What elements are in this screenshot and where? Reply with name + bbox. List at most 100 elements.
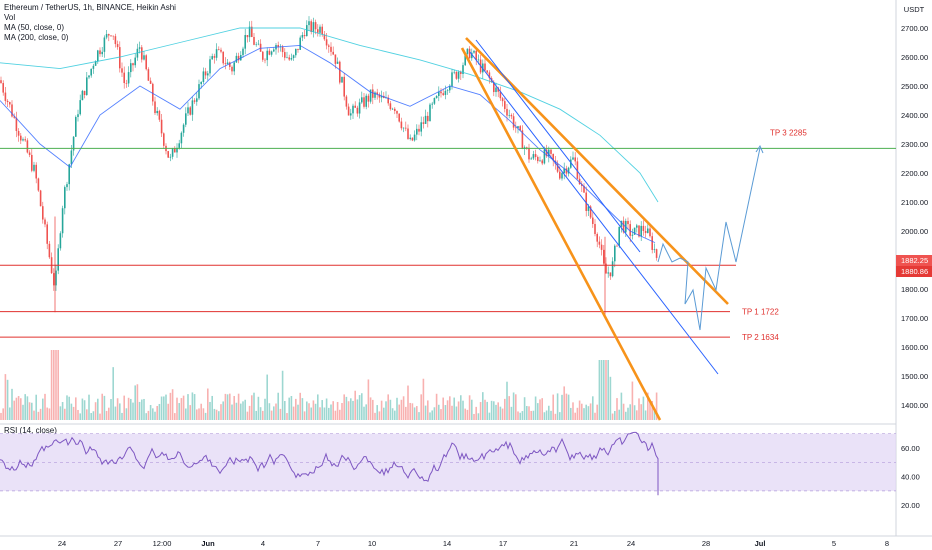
volume-bar: [596, 404, 598, 420]
candle-body: [504, 101, 506, 109]
candle-body: [376, 92, 378, 95]
candle-body: [207, 73, 209, 76]
candle-body: [55, 270, 57, 286]
candle-body: [501, 98, 504, 102]
candle-body: [268, 50, 271, 55]
candle-body: [387, 97, 389, 104]
volume-bar: [59, 406, 62, 420]
volume-bar: [20, 398, 22, 420]
volume-bar: [312, 400, 315, 420]
candle-body: [229, 62, 231, 67]
volume-bar: [209, 401, 211, 420]
volume-bar: [493, 401, 495, 420]
volume-bar: [545, 410, 548, 420]
candle-body: [303, 35, 306, 37]
volume-bar: [79, 413, 81, 420]
candle-body: [266, 50, 268, 61]
volume-bar: [196, 409, 198, 420]
volume-bar: [101, 393, 103, 420]
volume-bar: [409, 402, 411, 420]
volume-bar: [376, 405, 378, 420]
volume-bar: [26, 396, 29, 420]
candle-body: [204, 71, 207, 76]
volume-legend[interactable]: Vol: [4, 13, 16, 22]
volume-bar: [116, 398, 119, 420]
candle-body: [339, 61, 341, 83]
volume-bar: [207, 388, 209, 420]
ma50-legend[interactable]: MA (50, close, 0): [4, 23, 65, 32]
candle-body: [391, 108, 394, 110]
candle-body: [402, 127, 405, 129]
candle-body: [477, 59, 480, 61]
candle-body: [413, 134, 416, 141]
volume-bar: [218, 411, 220, 420]
candle-body: [26, 140, 29, 153]
price-tick: 1600.00: [901, 343, 928, 352]
volume-bar: [504, 398, 506, 420]
candle-body: [620, 220, 623, 227]
candle-body: [512, 116, 515, 128]
candle-body: [202, 71, 205, 82]
volume-bar: [61, 402, 64, 420]
volume-bar: [4, 374, 7, 420]
candle-body: [578, 178, 581, 185]
candle-body: [262, 51, 264, 60]
currency-label: USDT: [904, 5, 925, 14]
candle-body: [607, 272, 609, 274]
candle-body: [466, 48, 469, 54]
volume-bar: [488, 412, 491, 420]
candle-body: [552, 153, 554, 161]
candle-body: [138, 47, 141, 49]
volume-bar: [134, 385, 136, 420]
volume-bar: [35, 394, 37, 420]
candle-body: [563, 168, 565, 174]
volume-bar: [398, 404, 400, 420]
symbol-title[interactable]: Ethereum / TetherUS, 1h, BINANCE, Heikin…: [4, 3, 176, 12]
volume-bar: [369, 397, 372, 420]
volume-bar: [92, 411, 95, 420]
volume-bar: [145, 413, 147, 420]
volume-bar: [68, 396, 70, 420]
candle-body: [343, 76, 345, 97]
candle-body: [237, 55, 240, 61]
candle-body: [600, 244, 603, 250]
volume-bar: [350, 398, 352, 420]
candle-body: [127, 72, 130, 84]
volume-bar: [383, 407, 385, 420]
candle-body: [453, 71, 455, 73]
candle-body: [198, 84, 200, 99]
rsi-legend[interactable]: RSI (14, close): [4, 426, 57, 435]
candle-body: [53, 273, 55, 286]
candle-body: [86, 77, 88, 95]
volume-bar: [578, 400, 581, 420]
time-tick: 27: [114, 539, 122, 548]
volume-bar: [521, 411, 524, 420]
candle-body: [218, 49, 220, 50]
ma200-legend[interactable]: MA (200, close, 0): [4, 33, 69, 42]
candle-body: [435, 95, 438, 99]
volume-bar: [651, 401, 653, 420]
candle-body: [361, 97, 363, 103]
candle-body: [347, 106, 350, 116]
candle-body: [284, 52, 286, 58]
volume-bar: [622, 403, 625, 420]
volume-bar: [625, 411, 627, 420]
volume-bar: [121, 412, 123, 420]
candle-body: [92, 65, 95, 69]
candle-body: [543, 149, 546, 164]
candle-body: [341, 76, 343, 83]
candle-body: [526, 147, 528, 148]
volume-bar: [541, 398, 543, 420]
volume-bar: [457, 401, 460, 420]
candle-body: [178, 143, 180, 148]
volume-bar: [114, 406, 117, 420]
volume-bar: [354, 390, 356, 420]
candle-body: [405, 127, 407, 129]
rsi-tick: 40.00: [901, 473, 920, 482]
volume-bar: [396, 397, 398, 420]
candle-body: [259, 43, 262, 52]
candle-body: [462, 65, 464, 74]
candle-body: [35, 164, 37, 179]
volume-bar: [97, 398, 99, 420]
